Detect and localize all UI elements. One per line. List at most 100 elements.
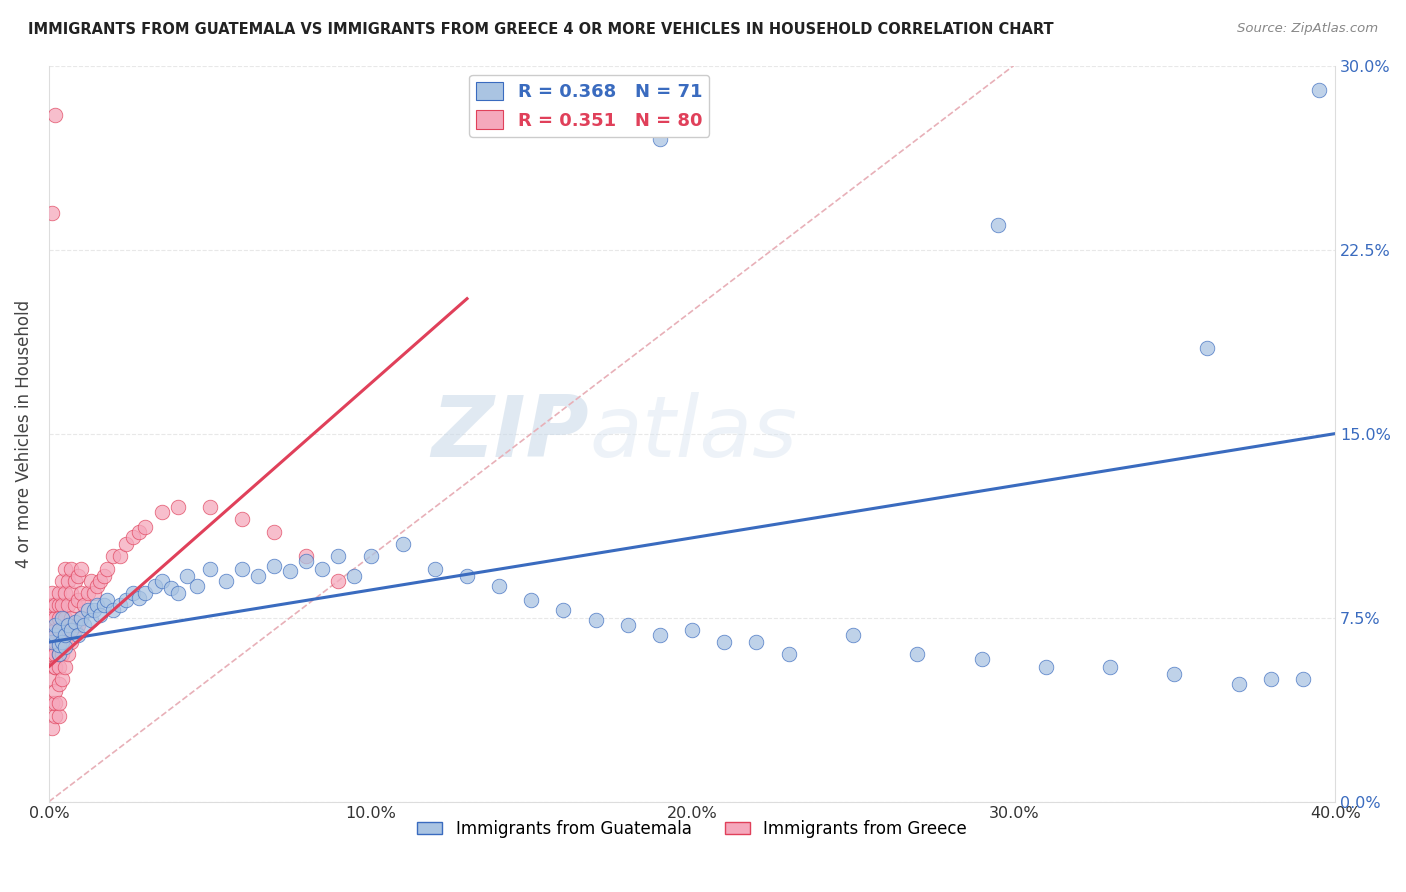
Point [86, 579, 108, 593]
Point [44, 708, 66, 723]
Point [108, 599, 131, 613]
Point [41, 648, 63, 662]
Point [41, 721, 63, 735]
Point [1260, 672, 1282, 686]
Point [63, 615, 86, 630]
Point [66, 593, 89, 607]
Point [103, 603, 125, 617]
Point [328, 549, 350, 564]
Point [53, 561, 76, 575]
Point [1308, 83, 1330, 97]
Point [63, 599, 86, 613]
Point [121, 586, 143, 600]
Point [51, 672, 73, 686]
Point [215, 574, 238, 588]
Point [53, 610, 76, 624]
Point [58, 574, 80, 588]
Point [89, 574, 111, 588]
Point [48, 648, 70, 662]
Point [48, 635, 70, 649]
Point [44, 623, 66, 637]
Point [53, 659, 76, 673]
Point [44, 635, 66, 649]
Point [1163, 667, 1185, 681]
Point [60, 623, 83, 637]
Point [681, 623, 703, 637]
Point [343, 569, 366, 583]
Point [115, 537, 138, 551]
Point [150, 574, 173, 588]
Text: IMMIGRANTS FROM GUATEMALA VS IMMIGRANTS FROM GREECE 4 OR MORE VEHICLES IN HOUSEH: IMMIGRANTS FROM GUATEMALA VS IMMIGRANTS … [28, 22, 1053, 37]
Point [76, 586, 98, 600]
Point [44, 108, 66, 122]
Point [60, 610, 83, 624]
Point [648, 628, 671, 642]
Point [58, 623, 80, 637]
Legend: Immigrants from Guatemala, Immigrants from Greece: Immigrants from Guatemala, Immigrants fr… [411, 814, 973, 845]
Point [76, 603, 98, 617]
Point [58, 618, 80, 632]
Point [44, 599, 66, 613]
Text: atlas: atlas [589, 392, 797, 475]
Point [1227, 677, 1250, 691]
Point [70, 561, 93, 575]
Point [89, 608, 111, 623]
Point [66, 618, 89, 632]
Point [44, 648, 66, 662]
Point [41, 635, 63, 649]
Point [44, 618, 66, 632]
Point [93, 569, 115, 583]
Point [58, 648, 80, 662]
Point [143, 579, 166, 593]
Point [70, 586, 93, 600]
Point [48, 623, 70, 637]
Point [44, 610, 66, 624]
Point [48, 659, 70, 673]
Point [41, 586, 63, 600]
Point [488, 579, 510, 593]
Point [53, 635, 76, 649]
Point [48, 697, 70, 711]
Point [63, 574, 86, 588]
Point [617, 618, 640, 632]
Point [842, 628, 865, 642]
Point [391, 537, 413, 551]
Point [41, 623, 63, 637]
Point [648, 132, 671, 146]
Point [44, 684, 66, 698]
Point [51, 635, 73, 649]
Point [60, 561, 83, 575]
Point [166, 586, 188, 600]
Point [263, 524, 285, 539]
Point [51, 574, 73, 588]
Point [70, 610, 93, 624]
Point [41, 648, 63, 662]
Point [328, 574, 350, 588]
Point [553, 603, 575, 617]
Point [166, 500, 188, 515]
Point [51, 648, 73, 662]
Point [278, 564, 301, 578]
Point [41, 610, 63, 624]
Point [745, 635, 768, 649]
Point [44, 659, 66, 673]
Point [115, 593, 138, 607]
Point [41, 206, 63, 220]
Point [295, 549, 318, 564]
Point [121, 530, 143, 544]
Point [83, 603, 105, 617]
Point [108, 549, 131, 564]
Point [48, 623, 70, 637]
Point [970, 652, 993, 666]
Point [48, 586, 70, 600]
Point [70, 610, 93, 624]
Point [360, 549, 382, 564]
Point [44, 628, 66, 642]
Point [66, 628, 89, 642]
Point [41, 672, 63, 686]
Point [58, 599, 80, 613]
Point [63, 623, 86, 637]
Point [48, 648, 70, 662]
Point [80, 574, 103, 588]
Point [44, 697, 66, 711]
